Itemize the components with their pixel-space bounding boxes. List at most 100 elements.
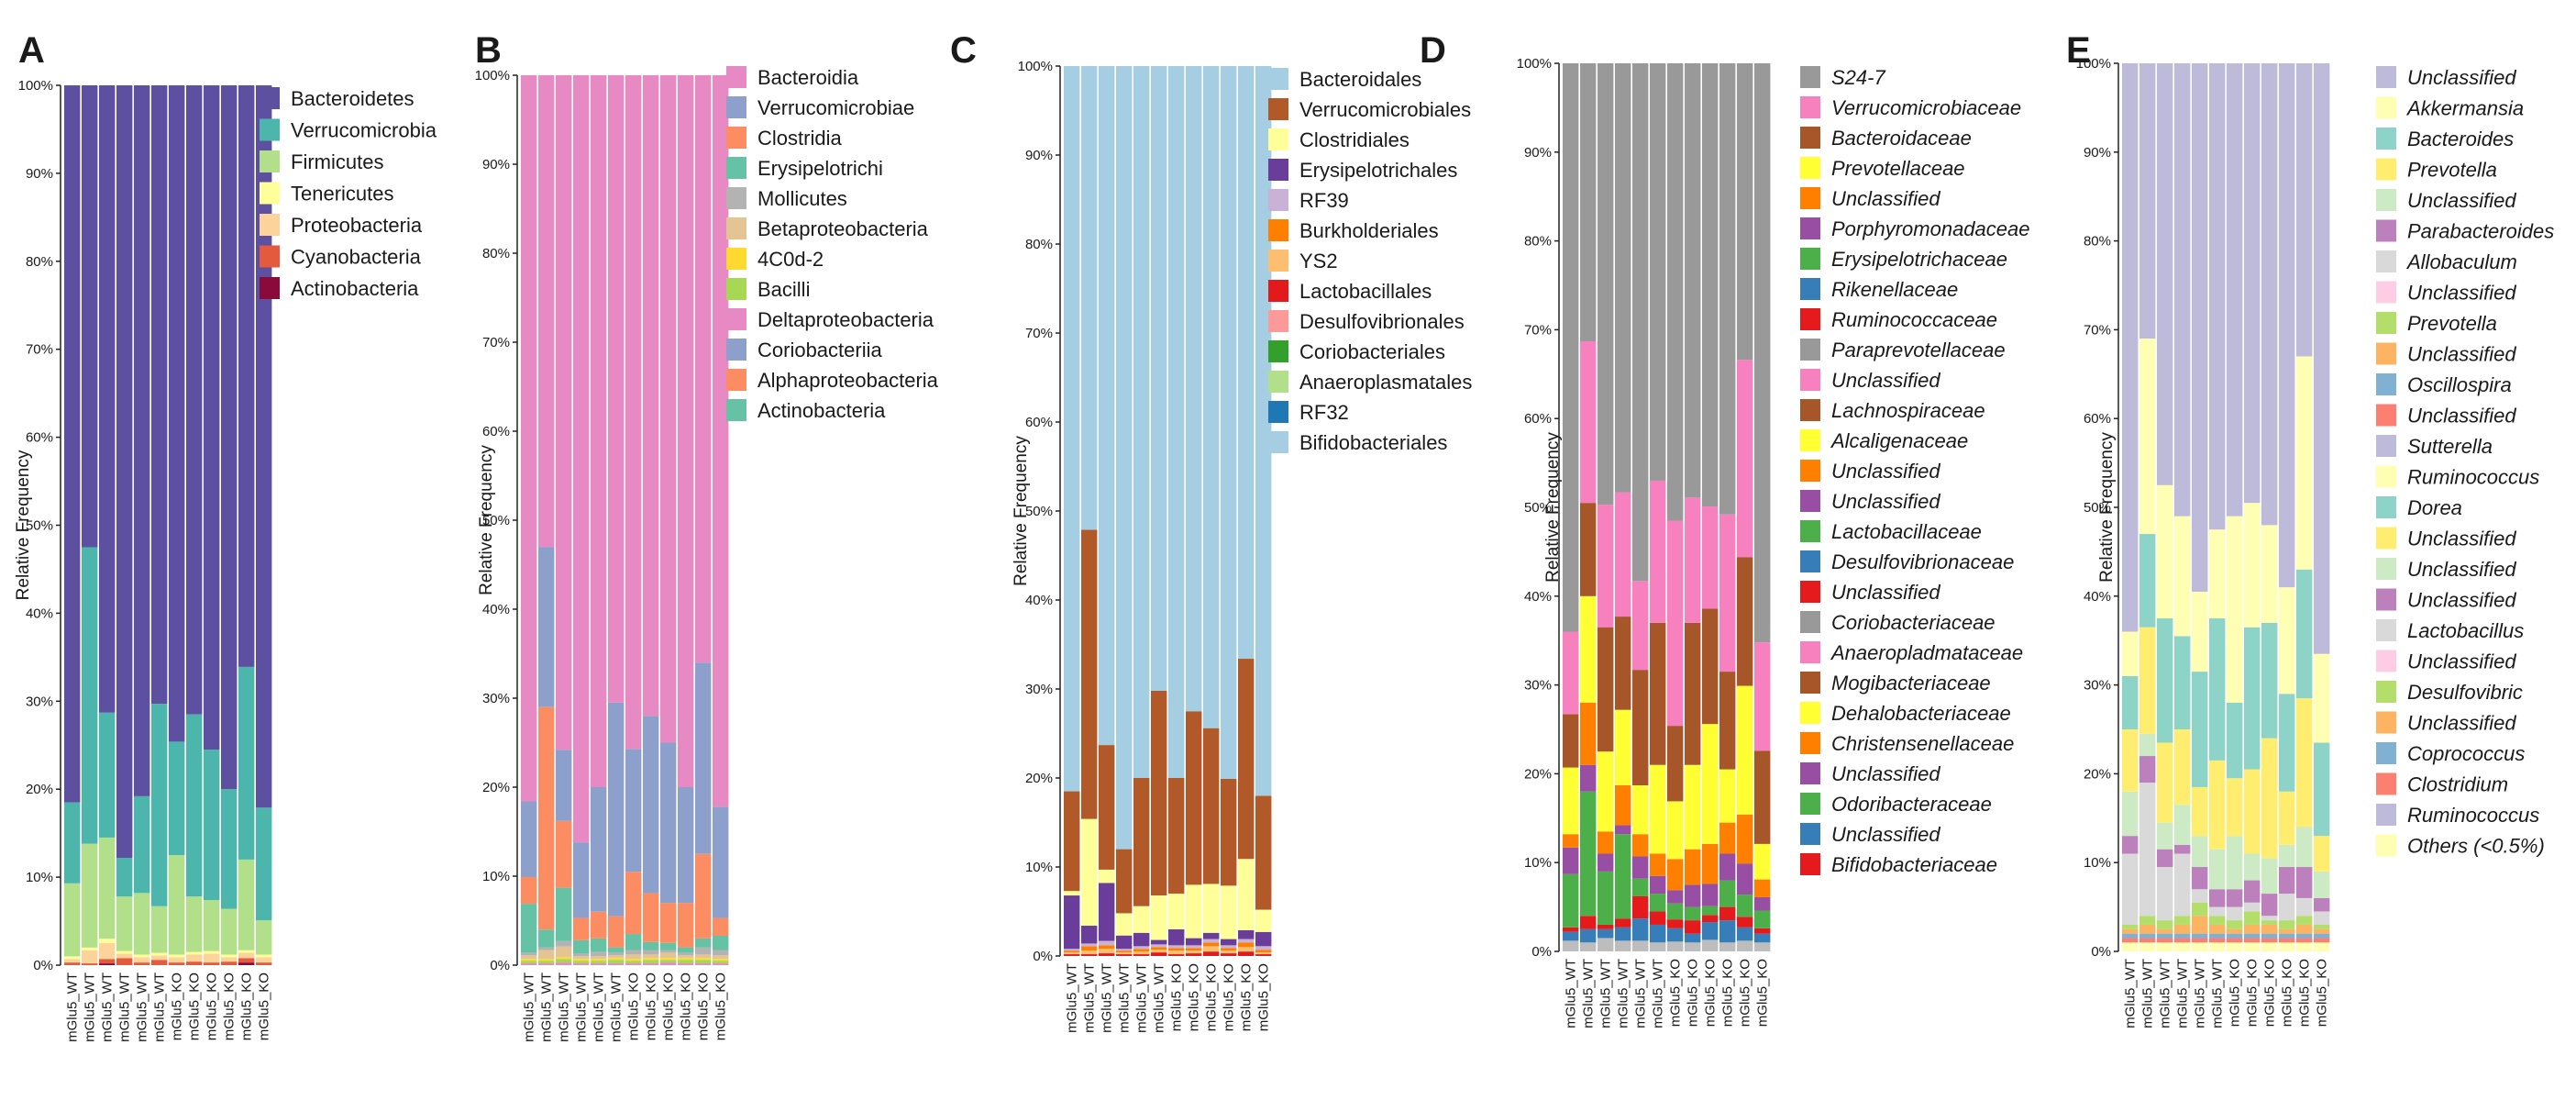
bar-segment (1580, 63, 1597, 341)
bar-segment (2122, 631, 2139, 676)
panel-e: E 0% 10% 20% 30% 40% 50% 60% 70% 80% 90% 100% Relati… (2066, 30, 2554, 1028)
bar-segment (2296, 938, 2313, 943)
bar-segment (2192, 63, 2208, 592)
bar-segment (1650, 942, 1666, 951)
bar-segment (116, 858, 133, 897)
y-tick-label: 70% (1524, 322, 1552, 338)
bar-segment (713, 935, 729, 950)
legend-label: Unclassified (2407, 650, 2516, 673)
bar-segment (1702, 506, 1719, 609)
bar-segment (2139, 534, 2156, 628)
bar-segment (573, 939, 590, 954)
bar-segment (625, 934, 642, 950)
bar-segment (591, 951, 607, 957)
bar-segment (1064, 66, 1080, 792)
bar-segment (2314, 653, 2330, 743)
bar-segment (1719, 769, 1736, 823)
bar-segment (1151, 895, 1167, 940)
legend-swatch (2376, 342, 2396, 365)
x-tick-label: mGlu5_KO (1204, 963, 1220, 1031)
legend-label: Actinobacteria (757, 399, 886, 422)
legend-label: Verrucomicrobiaceae (1831, 96, 2021, 119)
legend-label: Unclassified (2407, 282, 2516, 305)
y-tick-label: 30% (26, 694, 53, 709)
legend-swatch (1268, 68, 1288, 90)
bar-segment (1580, 916, 1597, 929)
bar-segment (1667, 890, 1684, 904)
x-tick-label: mGlu5_WT (1152, 963, 1167, 1033)
bar-segment (238, 958, 255, 963)
bar-segment (2227, 920, 2243, 929)
legend-label: YS2 (1299, 250, 1338, 272)
bar-segment (625, 749, 642, 872)
x-tick-label: mGlu5_WT (152, 972, 168, 1042)
bar-segment (116, 953, 133, 959)
legend-label: RF39 (1299, 189, 1349, 212)
bar-segment (678, 952, 694, 956)
legend-label: Clostridium (2407, 773, 2508, 796)
x-tick-label: mGlu5_KO (2297, 959, 2313, 1027)
legend-label: Unclassified (2407, 189, 2516, 212)
bar-segment (713, 917, 729, 936)
bar-segment (713, 955, 729, 960)
x-tick-label: mGlu5_KO (170, 972, 185, 1040)
bar-segment (1737, 927, 1753, 941)
bar-segment (1133, 778, 1150, 906)
bar-segment (643, 954, 659, 959)
bar-segment (1598, 924, 1614, 929)
bar-segment (2192, 591, 2208, 672)
x-tick-label: mGlu5_KO (644, 972, 659, 1040)
bar-segment (660, 742, 677, 904)
bar-segment (1099, 745, 1115, 870)
bar-segment (678, 955, 694, 959)
legend-label: Erysipelotrichi (757, 157, 883, 180)
y-tick-label: 50% (1025, 504, 1053, 519)
bar-segment (204, 953, 220, 963)
legend-swatch (1268, 189, 1288, 211)
bar-segment (2227, 778, 2243, 837)
bar-segment (2244, 938, 2261, 943)
legend-swatch (726, 248, 746, 270)
bar-segment (2209, 924, 2226, 934)
bar-segment (116, 950, 133, 954)
y-tick-label: 40% (482, 602, 510, 617)
legend-label: Mollicutes (757, 187, 847, 210)
bar-segment (2244, 942, 2261, 951)
legend-swatch (2376, 404, 2396, 427)
bar-segment (2139, 938, 2156, 943)
bar-segment (2157, 618, 2173, 743)
x-tick-label: mGlu5_KO (661, 972, 677, 1040)
bar-segment (591, 963, 607, 965)
x-tick-label: mGlu5_KO (626, 972, 642, 1040)
bar-segment (151, 85, 168, 705)
y-tick-label: 100% (2076, 56, 2111, 72)
y-tick-label: 60% (1524, 411, 1552, 427)
bar-segment (64, 85, 81, 803)
x-tick-label: mGlu5_WT (1581, 959, 1597, 1028)
x-tick-label: mGlu5_WT (2210, 959, 2226, 1028)
bar-segment (256, 957, 272, 963)
y-tick-label: 20% (1524, 766, 1552, 782)
bar-segment (1580, 340, 1597, 504)
y-axis-label: Relative Frequency (477, 445, 496, 595)
bar-segment (2122, 938, 2139, 943)
bar-segment (238, 85, 255, 667)
bar-segment (1632, 834, 1649, 857)
bar-segment (1133, 954, 1150, 956)
y-tick-label: 80% (482, 246, 510, 261)
bar-segment (1685, 849, 1701, 885)
bar-segment (1615, 825, 1631, 835)
legend-swatch (2376, 619, 2396, 641)
legend-label: Bacteroidia (757, 66, 859, 89)
legend-swatch (726, 66, 746, 88)
x-tick-label: mGlu5_KO (205, 972, 220, 1040)
bar-segment (82, 947, 98, 950)
legend-swatch (1800, 581, 1820, 603)
bar-segment (2192, 902, 2208, 917)
legend-swatch (726, 339, 746, 361)
legend-label: Unclassified (2407, 66, 2516, 89)
bar-segment (1598, 751, 1614, 832)
bar-segment (713, 961, 729, 964)
bar-segment (1563, 714, 1579, 768)
bar-segment (2296, 916, 2313, 925)
